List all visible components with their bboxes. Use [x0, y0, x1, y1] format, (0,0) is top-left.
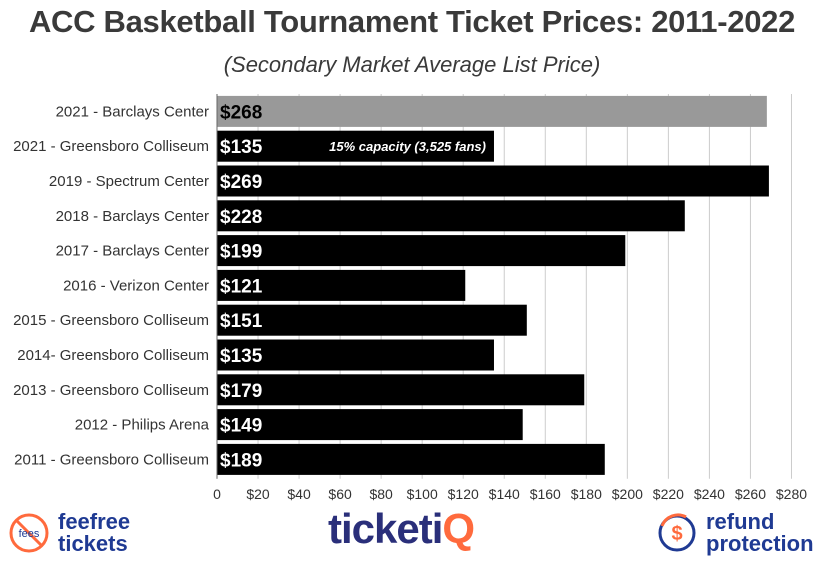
category-label: 2015 - Greensboro Colliseum: [13, 312, 209, 329]
svg-text:$: $: [671, 523, 682, 545]
data-label: $149: [220, 416, 262, 437]
category-label: 2013 - Greensboro Colliseum: [13, 382, 209, 399]
data-label: $179: [220, 381, 262, 402]
bar: [217, 443, 605, 475]
category-label: 2017 - Barclays Center: [56, 243, 209, 260]
x-tick-label: $180: [571, 486, 602, 502]
annotation-label: 15% capacity (3,525 fans): [329, 139, 486, 154]
data-label: $268: [220, 102, 262, 123]
tickets-text: tickets: [58, 531, 128, 556]
category-label: 2016 - Verizon Center: [63, 277, 209, 294]
chart-title: ACC Basketball Tournament Ticket Prices:…: [28, 4, 796, 39]
no-fees-icon: fees: [9, 513, 49, 553]
bar: [217, 304, 527, 336]
refund-text: refund: [706, 509, 775, 534]
ticketiq-main-text: ticketi: [328, 505, 443, 552]
x-tick-label: $120: [448, 486, 479, 502]
data-label: $269: [220, 172, 262, 193]
refund-protection-logo: $ refund protection: [656, 511, 814, 555]
bar: [217, 235, 626, 267]
x-tick-label: $100: [407, 486, 438, 502]
ticketiq-logo: ticketiQ: [328, 505, 475, 553]
footer: fees feefree tickets ticketiQ $ refund p…: [0, 505, 824, 567]
category-label: 2018 - Barclays Center: [56, 208, 209, 225]
category-label: 2019 - Spectrum Center: [49, 173, 209, 190]
chart-subtitle: (Secondary Market Average List Price): [223, 52, 601, 77]
data-label: $189: [220, 450, 262, 471]
ticketiq-accent-text: Q: [442, 505, 475, 552]
data-label: $151: [220, 311, 263, 332]
x-tick-label: $140: [489, 486, 520, 502]
x-tick-label: $280: [776, 486, 807, 502]
x-tick-label: $60: [328, 486, 352, 502]
x-tick-label: $40: [287, 486, 311, 502]
x-tick-label: $200: [612, 486, 643, 502]
bar: [217, 165, 769, 197]
dollar-circle-icon: $: [658, 513, 696, 552]
x-tick-label: 0: [213, 486, 221, 502]
category-label: 2012 - Philips Arena: [75, 417, 210, 434]
bar: [217, 339, 494, 371]
bar-chart: 2021 - Barclays Center $268 2021 - Greensb…: [13, 94, 807, 502]
category-label: 2014- Greensboro Colliseum: [17, 347, 209, 364]
svg-text:fees: fees: [19, 528, 40, 540]
category-label: 2011 - Greensboro Colliseum: [14, 451, 209, 468]
x-tick-label: $20: [246, 486, 270, 502]
bar: [217, 130, 494, 162]
data-label: $135: [220, 346, 263, 367]
x-tick-label: $240: [694, 486, 725, 502]
bar: [217, 374, 585, 406]
data-label: $199: [220, 242, 262, 263]
bar: [217, 200, 685, 232]
category-label: 2021 - Greensboro Colliseum: [13, 138, 209, 155]
data-label: $228: [220, 207, 262, 228]
feefree-text: feefree: [58, 509, 131, 534]
x-tick-label: $80: [369, 486, 393, 502]
bar: [217, 95, 767, 127]
data-label: $135: [220, 137, 263, 158]
protection-text: protection: [706, 531, 814, 556]
bar: [217, 409, 523, 441]
x-tick-label: $160: [530, 486, 561, 502]
category-label: 2021 - Barclays Center: [56, 103, 209, 120]
data-label: $121: [220, 276, 263, 297]
feefree-tickets-logo: fees feefree tickets: [8, 511, 130, 555]
x-tick-label: $220: [653, 486, 684, 502]
x-tick-label: $260: [735, 486, 766, 502]
bar: [217, 269, 466, 301]
